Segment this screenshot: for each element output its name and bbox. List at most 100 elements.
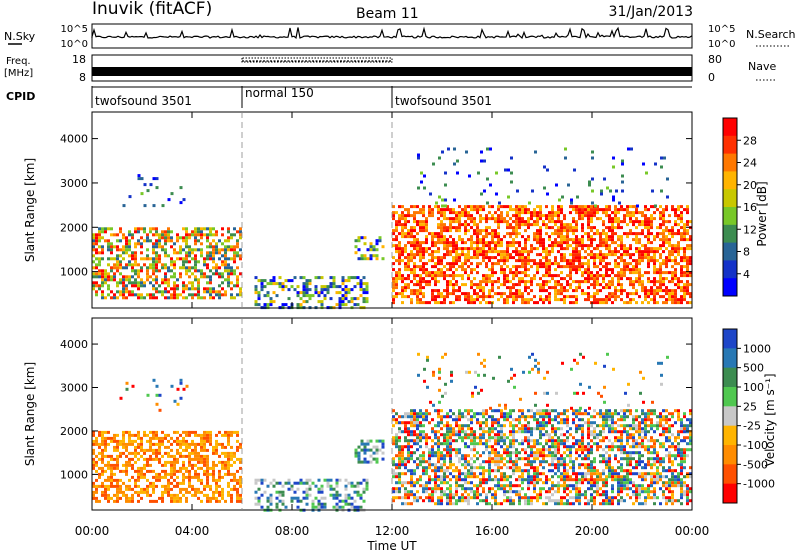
heatmap-cell [344,291,348,295]
heatmap-cell [110,248,113,252]
heatmap-cell [131,251,134,255]
heatmap-cell [536,451,539,455]
heatmap-cell [563,286,566,290]
heatmap-cell [98,227,101,231]
heatmap-cell [347,496,351,500]
heatmap-cell [554,409,557,413]
heatmap-cell [506,220,509,224]
heatmap-cell [146,257,149,261]
heatmap-cell [218,296,221,300]
heatmap-cell [452,241,455,245]
heatmap-cell [413,289,416,293]
heatmap-cell [158,254,161,258]
heatmap-cell [548,268,551,272]
heatmap-cell [467,496,470,500]
heatmap-cell [461,265,464,269]
heatmap-cell [155,260,158,264]
heatmap-cell [236,496,239,500]
heatmap-cell [626,208,629,212]
heatmap-cell [686,268,689,272]
heatmap-cell [608,253,611,257]
heatmap-cell [629,217,632,221]
heatmap-cell [461,496,464,500]
heatmap-cell [467,298,470,302]
heatmap-cell [407,235,410,239]
heatmap-cell [623,268,626,272]
heatmap-cell [449,445,452,449]
heatmap-cell [428,493,431,497]
heatmap-cell [662,211,665,215]
heatmap-cell [470,409,473,413]
heatmap-cell [576,195,579,199]
heatmap-cell [419,244,422,248]
heatmap-cell [452,259,455,263]
heatmap-cell [437,421,440,425]
heatmap-cell [551,208,554,212]
heatmap-cell [149,257,152,261]
heatmap-cell [437,424,440,428]
heatmap-cell [341,279,345,283]
heatmap-cell [113,484,116,488]
heatmap-cell [500,292,503,296]
heatmap-cell [473,430,476,434]
heatmap-cell [407,253,410,257]
heatmap-cell [602,208,605,212]
heatmap-cell [614,208,617,212]
heatmap-cell [674,274,677,278]
heatmap-cell [431,211,434,215]
heatmap-cell [464,445,467,449]
heatmap-cell [434,409,437,413]
heatmap-cell [179,496,182,500]
heatmap-cell [239,287,242,291]
heatmap-cell [644,292,647,296]
heatmap-cell [296,285,300,289]
heatmap-cell [170,263,173,267]
heatmap-cell [434,469,437,473]
heatmap-cell [539,421,542,425]
heatmap-cell [500,265,503,269]
heatmap-cell [542,424,545,428]
heatmap-cell [101,236,104,240]
heatmap-cell [404,250,407,254]
heatmap-cell [164,263,167,267]
heatmap-cell [401,250,404,254]
heatmap-cell [497,424,500,428]
heatmap-cell [224,248,227,252]
heatmap-cell [644,235,647,239]
heatmap-cell [110,481,113,485]
heatmap-cell [452,493,455,497]
heatmap-cell [167,198,171,202]
heatmap-cell [140,293,143,297]
heatmap-cell [209,293,212,297]
heatmap-cell [179,451,182,455]
heatmap-cell [227,230,230,234]
heatmap-cell [443,469,446,473]
heatmap-cell [401,259,404,263]
heatmap-cell [470,430,473,434]
heatmap-cell [677,208,680,212]
heatmap-cell [128,433,131,437]
heatmap-cell [110,266,113,270]
heatmap-cell [491,280,494,284]
heatmap-cell [188,269,191,273]
heatmap-cell [137,293,140,297]
heatmap-cell [413,472,416,476]
heatmap-cell [680,295,683,299]
heatmap-cell [608,214,611,218]
heatmap-cell [404,466,407,470]
heatmap-cell [512,499,515,503]
heatmap-cell [398,205,401,209]
heatmap-cell [554,418,557,422]
heatmap-cell [164,436,167,440]
heatmap-cell [518,430,521,434]
heatmap-cell [581,271,584,275]
heatmap-cell [506,280,509,284]
heatmap-cell [419,454,422,458]
heatmap-cell [155,245,158,249]
heatmap-cell [557,298,560,302]
heatmap-cell [122,284,125,288]
heatmap-cell [485,229,488,233]
heatmap-cell [509,421,512,425]
heatmap-cell [563,223,566,227]
heatmap-cell [497,292,500,296]
